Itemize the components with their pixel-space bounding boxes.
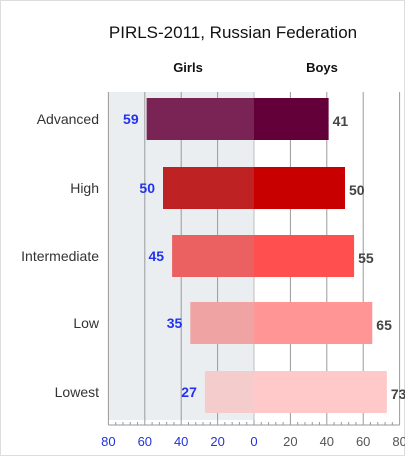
girls-value-label: 59: [123, 111, 139, 127]
girls-value-label: 27: [181, 384, 197, 400]
x-tick-label: 80: [101, 434, 115, 449]
x-tick-label: 60: [138, 434, 152, 449]
value-labels: 59 41 50 50 45 55 35 65 27 73: [123, 111, 405, 402]
girls-value-label: 45: [149, 248, 165, 264]
x-tick-label: 60: [356, 434, 370, 449]
girls-bar: [172, 235, 254, 277]
boys-bar: [254, 98, 329, 140]
category-label: Intermediate: [21, 248, 99, 264]
boys-value-label: 65: [376, 317, 392, 333]
category-label: Advanced: [37, 111, 99, 127]
boys-value-label: 55: [358, 250, 374, 266]
girls-bar: [146, 98, 254, 140]
category-label: Low: [73, 315, 100, 331]
x-axis: 80 60 40 20 0 20 40 60 80: [101, 420, 405, 449]
girls-bar: [190, 302, 254, 344]
x-tick-label: 40: [320, 434, 334, 449]
boys-bar: [254, 302, 373, 344]
x-tick-label: 20: [283, 434, 297, 449]
x-tick-label: 40: [174, 434, 188, 449]
girls-value-label: 50: [139, 180, 155, 196]
x-tick-label: 0: [250, 434, 257, 449]
category-label: Lowest: [55, 384, 99, 400]
boys-bar: [254, 167, 345, 209]
boys-value-label: 50: [349, 182, 365, 198]
category-labels: Advanced High Intermediate Low Lowest: [21, 111, 100, 400]
boys-bar: [254, 371, 387, 413]
x-tick-label: 20: [210, 434, 224, 449]
bars: [146, 98, 387, 413]
chart-title: PIRLS-2011, Russian Federation: [109, 23, 357, 42]
x-tick-label: 80: [392, 434, 405, 449]
boys-bar: [254, 235, 355, 277]
boys-value-label: 41: [333, 113, 349, 129]
girls-bar: [204, 371, 254, 413]
boys-value-label: 73: [391, 386, 405, 402]
category-label: High: [70, 180, 99, 196]
girls-bar: [163, 167, 254, 209]
girls-value-label: 35: [167, 315, 183, 331]
girls-header: Girls: [173, 60, 203, 75]
boys-header: Boys: [306, 60, 338, 75]
